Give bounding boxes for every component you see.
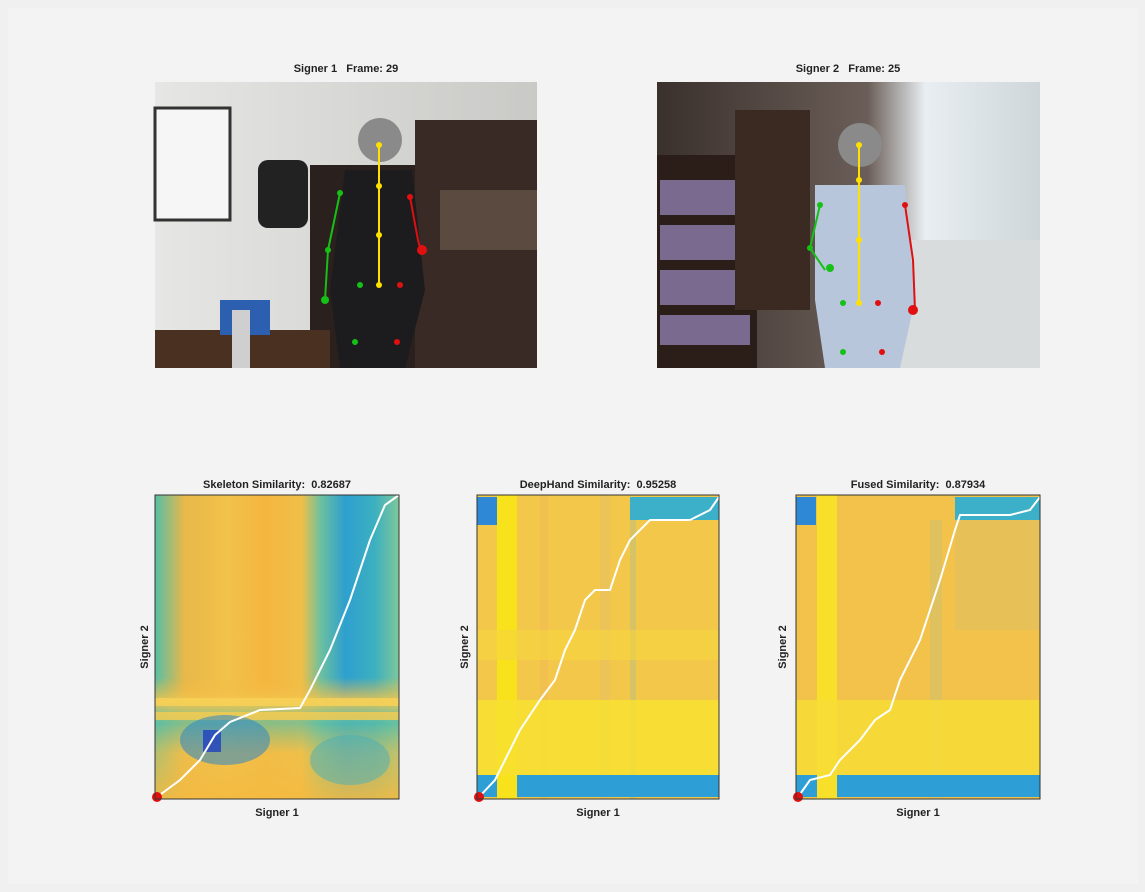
x-axis-label: Signer 1	[576, 807, 619, 819]
heatmap	[793, 495, 1040, 802]
heatmap-circle	[474, 792, 484, 802]
panel-title: Signer 2 Frame: 25	[796, 63, 901, 75]
plot-title: DeepHand Similarity: 0.95258	[520, 479, 677, 491]
heatmap	[152, 495, 399, 802]
heatmap-rect	[477, 700, 719, 775]
plot-title: Fused Similarity: 0.87934	[851, 479, 986, 491]
video-frame-rect	[232, 310, 250, 368]
video-frame-g-circle	[856, 237, 862, 243]
video-frame-rect	[155, 108, 230, 220]
video-frame-g-circle	[407, 194, 413, 200]
video-frame-g-rect	[660, 315, 750, 345]
video-frame-g-circle	[908, 305, 918, 315]
video-frame-g-circle	[352, 339, 358, 345]
heatmap-rect	[155, 712, 399, 720]
video-frame-g-circle	[325, 247, 331, 253]
video-frame-g-circle	[902, 202, 908, 208]
video-frame-g-circle	[879, 349, 885, 355]
video-frame-g-circle	[817, 202, 823, 208]
video-frame-g-circle	[417, 245, 427, 255]
panel-title: Signer 1 Frame: 29	[294, 63, 399, 75]
y-axis-label: Signer 2	[459, 625, 471, 668]
video-frame-g-circle	[376, 142, 382, 148]
video-frame	[155, 82, 537, 368]
video-frame-g-circle	[840, 349, 846, 355]
heatmap-circle	[152, 792, 162, 802]
heatmap-circle	[793, 792, 803, 802]
heatmap-rect	[796, 497, 816, 525]
video-frame-g-circle	[394, 339, 400, 345]
video-frame-g-circle	[840, 300, 846, 306]
x-axis-label: Signer 1	[896, 807, 939, 819]
heatmap-rect	[477, 497, 497, 525]
heatmap	[474, 495, 719, 802]
heatmap-rect	[796, 700, 1040, 775]
video-frame-rect	[440, 190, 537, 250]
video-frame	[657, 82, 1040, 368]
video-frame-g-circle	[376, 183, 382, 189]
heatmap-rect	[155, 698, 399, 706]
video-frame-g-circle	[856, 177, 862, 183]
plot-title: Skeleton Similarity: 0.82687	[203, 479, 351, 491]
video-frame-g-circle	[357, 282, 363, 288]
video-frame-g-circle	[337, 190, 343, 196]
video-frame-g-circle	[856, 300, 862, 306]
video-frame-g-circle	[376, 282, 382, 288]
heatmap-ellipse	[180, 715, 270, 765]
y-axis-label: Signer 2	[777, 625, 789, 668]
heatmap-rect	[955, 497, 1040, 520]
video-frame-rect	[258, 160, 308, 228]
video-frame-g-circle	[397, 282, 403, 288]
video-frame-g-circle	[875, 300, 881, 306]
x-axis-label: Signer 1	[255, 807, 298, 819]
video-frame-g-circle	[376, 232, 382, 238]
heatmap-rect	[955, 520, 1040, 630]
video-frame-g-circle	[826, 264, 834, 272]
figure-window: Signer 1 Frame: 29 Signer 2 Frame: 25	[0, 0, 1145, 892]
heatmap-ellipse	[310, 735, 390, 785]
y-axis-label: Signer 2	[139, 625, 151, 668]
video-frame-rect	[735, 110, 810, 310]
video-frame-g-circle	[321, 296, 329, 304]
heatmap-rect	[630, 497, 719, 520]
heatmap-rect	[477, 630, 719, 660]
video-frame-g-circle	[856, 142, 862, 148]
video-frame-path	[815, 185, 915, 368]
heatmap-rect	[497, 775, 517, 797]
video-frame-g-circle	[807, 245, 813, 251]
